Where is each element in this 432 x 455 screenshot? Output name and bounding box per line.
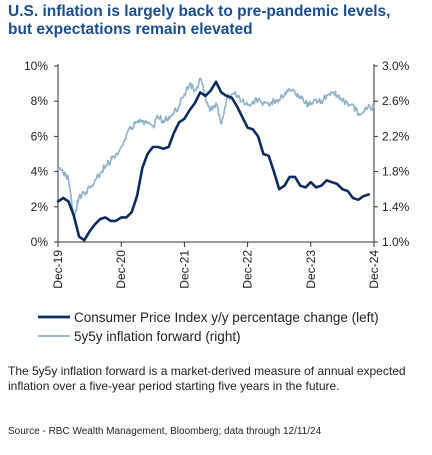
x-axis-tick-label: Dec-21 [177,250,191,289]
chart-series [56,77,375,242]
chart-axes: 0% 2% 4% 6% 8% 10% 1.0% 1.4% 1.8% 2.2% 2.6% 3.0% Dec… [24,59,410,289]
inflation-line-chart: 0% 2% 4% 6% 8% 10% 1.0% 1.4% 1.8% 2.2% 2.6% 3.0% Dec… [24,59,410,344]
x-axis-tick-label: Dec-20 [114,250,128,289]
title-line-2: but expectations remain elevated [8,21,253,38]
right-axis-tick-label: 1.4% [382,200,410,214]
right-axis-tick-label: 3.0% [382,59,410,73]
footnote: The 5y5y inflation forward is a market-d… [8,364,406,393]
chart-title: U.S. inflation is largely back to pre-pa… [8,3,428,39]
legend-item-cpi-label: Consumer Price Index y/y percentage chan… [74,310,379,325]
left-axis-tick-label: 0% [31,235,49,249]
legend-item-forward-label: 5y5y inflation forward (right) [74,329,241,344]
right-axis-tick-label: 2.2% [382,129,410,143]
source-line: Source - RBC Wealth Management, Bloomber… [8,426,322,437]
forward-5y5y-line [57,77,375,220]
x-axis-tick-label: Dec-22 [241,250,255,289]
left-axis-tick-label: 8% [31,94,49,108]
x-axis-tick-label: Dec-19 [51,250,65,289]
right-axis-tick-label: 2.6% [382,94,410,108]
left-axis-tick-label: 4% [31,165,49,179]
right-axis-tick-label: 1.8% [382,165,410,179]
right-axis-tick-label: 1.0% [382,235,410,249]
x-axis-tick-label: Dec-24 [367,250,381,289]
left-axis-tick-label: 10% [24,59,48,73]
left-axis-tick-label: 2% [31,200,49,214]
x-axis-tick-label: Dec-23 [304,250,318,289]
left-axis-tick-label: 6% [31,129,49,143]
title-line-1: U.S. inflation is largely back to pre-pa… [8,3,391,20]
cpi-line [56,80,370,242]
chart-legend: Consumer Price Index y/y percentage chan… [38,310,379,344]
